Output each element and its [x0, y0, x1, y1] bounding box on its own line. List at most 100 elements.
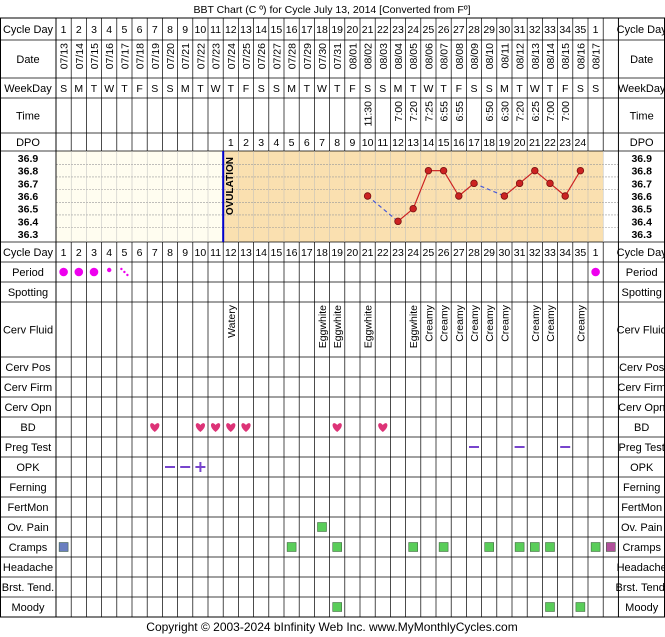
- cycle-day-label: 1: [61, 24, 67, 36]
- cycle-day-label: 17: [301, 247, 313, 259]
- row-label-right: OPK: [630, 462, 654, 474]
- time-label: 6:55: [454, 101, 466, 122]
- dpo-label: 4: [273, 137, 279, 149]
- cerv-fluid-label: Creamy: [454, 304, 466, 342]
- row-label-right: Date: [630, 54, 653, 66]
- weekday-label: W: [423, 83, 433, 95]
- cramps-marker: [286, 542, 297, 552]
- temp-point: [531, 166, 539, 175]
- date-label: 07/16: [104, 43, 116, 69]
- period-spot-dot: [120, 267, 123, 271]
- row-label-left: Moody: [11, 602, 45, 614]
- pre-ovulation-area: [56, 151, 224, 242]
- temp-point: [424, 166, 433, 175]
- weekday-label: S: [166, 83, 173, 95]
- cramps-marker: [514, 542, 525, 552]
- dpo-label: 8: [334, 137, 340, 149]
- weekday-label: M: [394, 83, 403, 95]
- bd-heart-icon: [378, 423, 388, 432]
- y-tick-label-right: 36.9: [631, 153, 652, 165]
- weekday-label: W: [211, 83, 221, 95]
- date-label: 08/17: [591, 43, 603, 69]
- temp-point: [576, 166, 585, 175]
- weekday-label: T: [304, 83, 311, 95]
- cycle-day-label: 8: [167, 247, 173, 259]
- cycle-day-label: 1: [61, 247, 67, 259]
- y-tick-label-left: 36.9: [18, 153, 39, 165]
- time-label: 6:25: [530, 101, 542, 122]
- cycle-day-label: 19: [331, 247, 343, 259]
- weekday-label: F: [136, 83, 142, 95]
- weekday-label: T: [121, 83, 128, 95]
- row-label-left: Brst. Tend.: [2, 582, 54, 594]
- time-label: 7:00: [393, 101, 405, 122]
- row-label-left: Ferning: [9, 482, 46, 494]
- cycle-day-label: 10: [195, 24, 207, 36]
- date-label: 07/28: [287, 43, 299, 69]
- row-label-right: Cerv Opn: [618, 402, 665, 414]
- weekday-label: S: [364, 83, 371, 95]
- cycle-day-label: 3: [91, 24, 97, 36]
- cycle-day-label: 25: [423, 24, 435, 36]
- ov-pain-marker: [317, 522, 327, 532]
- cycle-day-label: 13: [240, 247, 252, 259]
- date-label: 08/09: [469, 43, 481, 69]
- date-label: 08/08: [454, 43, 466, 69]
- cerv-fluid-label: Creamy: [530, 304, 542, 342]
- cramps-marker: [484, 542, 494, 552]
- dpo-label: 18: [483, 137, 495, 149]
- dpo-label: 1: [228, 137, 234, 149]
- cycle-day-label: 30: [499, 24, 511, 36]
- weekday-label: M: [500, 83, 509, 95]
- weekday-label: M: [74, 83, 83, 95]
- cycle-day-label: 33: [544, 24, 556, 36]
- dpo-label: 19: [499, 137, 511, 149]
- dpo-label: 14: [423, 137, 435, 149]
- cycle-day-label: 6: [137, 247, 143, 259]
- y-tick-label-left: 36.7: [18, 178, 39, 190]
- cramps-marker: [408, 542, 418, 552]
- cramps-marker: [590, 542, 601, 552]
- row-label-left: BD: [20, 422, 35, 434]
- period-heavy-dot: [591, 267, 600, 277]
- row-label-left: WeekDay: [4, 83, 52, 95]
- cycle-day-label: 14: [255, 247, 267, 259]
- date-label: 08/11: [499, 43, 511, 69]
- weekday-label: S: [470, 83, 477, 95]
- row-label-left: Preg Test: [5, 442, 51, 454]
- dpo-label: 10: [362, 137, 374, 149]
- cerv-fluid-label: Creamy: [423, 304, 435, 342]
- cycle-day-label: 22: [377, 24, 389, 36]
- date-label: 08/03: [378, 43, 390, 69]
- weekday-label: W: [104, 83, 114, 95]
- temp-point: [561, 192, 569, 200]
- dpo-label: 22: [544, 137, 556, 149]
- row-label-left: FertMon: [8, 502, 49, 514]
- date-label: 07/30: [317, 43, 329, 69]
- dpo-label: 2: [243, 137, 249, 149]
- row-label-left: Ov. Pain: [7, 522, 48, 534]
- weekday-label: T: [334, 83, 341, 95]
- bd-heart-icon: [210, 423, 221, 432]
- row-label-right: Cerv Fluid: [617, 325, 665, 337]
- weekday-label: M: [181, 83, 190, 95]
- cerv-fluid-label: Creamy: [499, 304, 511, 342]
- row-label-right: WeekDay: [618, 83, 665, 95]
- cycle-day-label: 32: [529, 247, 541, 259]
- y-tick-label-right: 36.5: [631, 204, 652, 216]
- weekday-label: T: [547, 83, 554, 95]
- temp-line: [412, 170, 429, 209]
- cycle-day-label: 30: [499, 247, 511, 259]
- date-label: 07/24: [226, 43, 238, 69]
- dpo-label: 13: [407, 137, 419, 149]
- date-label: 07/17: [119, 43, 131, 69]
- temp-point: [439, 166, 448, 175]
- y-tick-label-right: 36.4: [631, 216, 652, 228]
- date-label: 08/02: [363, 43, 375, 69]
- temp-point: [409, 204, 417, 213]
- dpo-label: 12: [392, 137, 404, 149]
- cycle-day-label: 35: [575, 247, 587, 259]
- row-label-right: Spotting: [622, 287, 662, 299]
- cycle-day-label: 32: [529, 24, 541, 36]
- y-tick-label-left: 36.5: [18, 204, 39, 216]
